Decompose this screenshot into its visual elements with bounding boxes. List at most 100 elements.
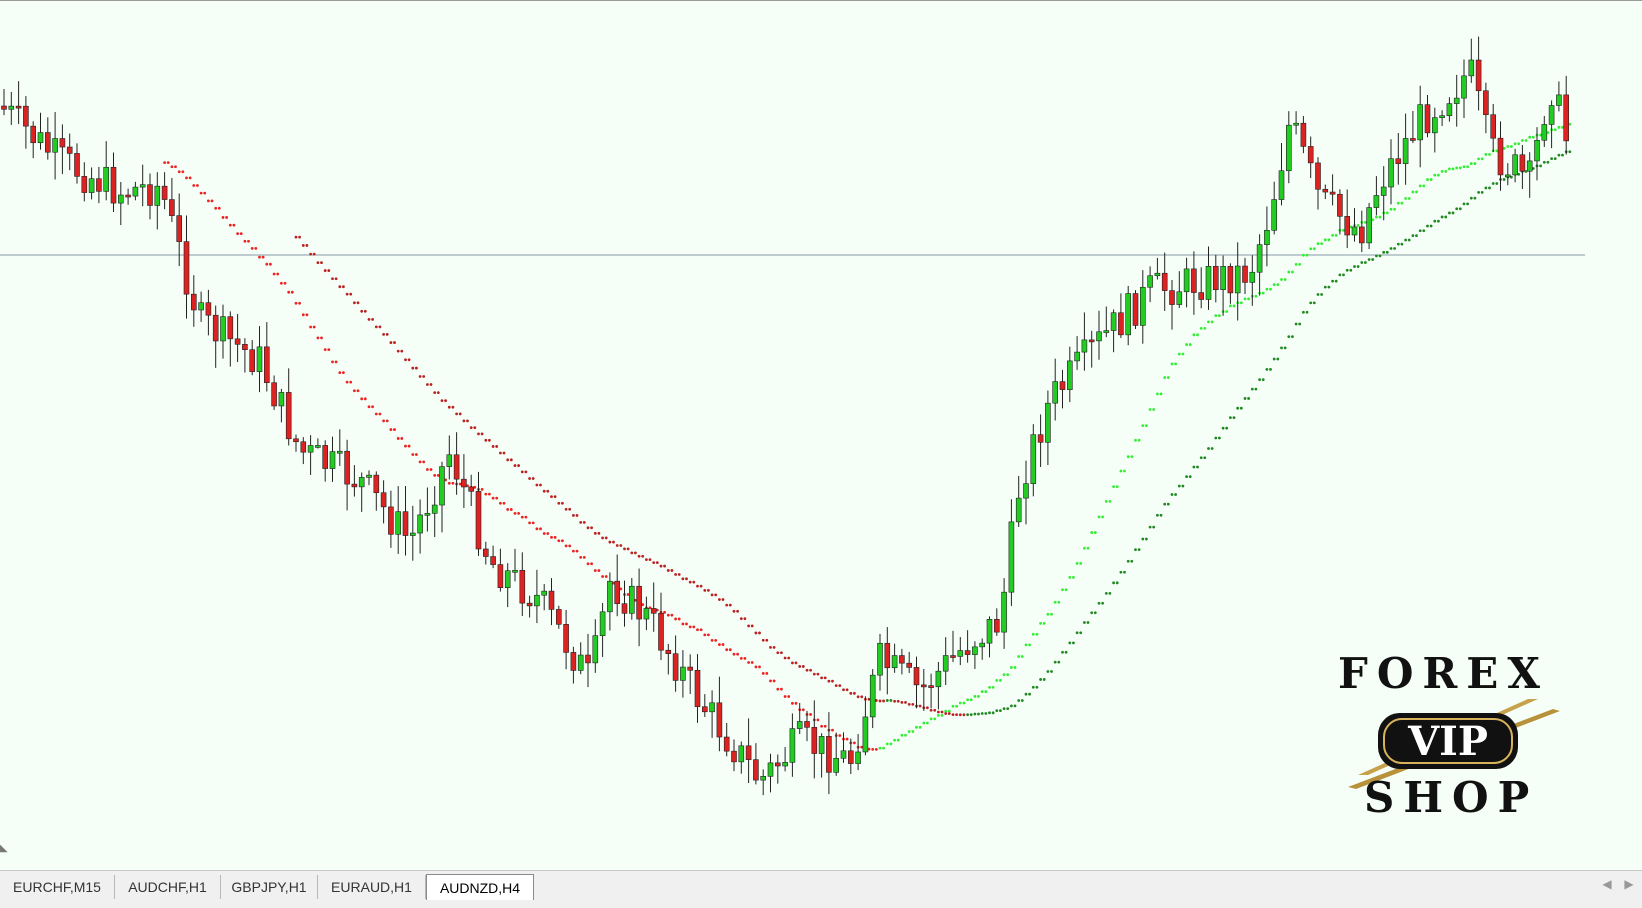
slow-ma-dot [561, 501, 564, 505]
slow-ma-dot [1557, 153, 1561, 157]
fast-ma-dot [192, 184, 196, 187]
fast-ma-dot [984, 690, 988, 693]
fast-ma-dot [619, 587, 623, 591]
candle [767, 762, 774, 777]
slow-ma-dot [842, 688, 845, 692]
fast-ma-dot [1371, 218, 1375, 222]
tab-eurchf-m15[interactable]: EURCHF,M15 [0, 875, 115, 899]
slow-ma-dot [1378, 254, 1382, 258]
fast-ma-dot [1196, 333, 1199, 337]
fast-ma-dot [1418, 184, 1422, 188]
fast-ma-dot [860, 745, 864, 749]
candle [1052, 381, 1058, 404]
candle [88, 178, 95, 193]
slow-ma-dot [426, 383, 429, 386]
slow-ma-dot [564, 507, 568, 511]
slow-ma-dot [1524, 170, 1528, 173]
candle [621, 603, 628, 614]
chart-area[interactable]: ◣ FOREX VIP SHOP [0, 0, 1642, 870]
candle [1213, 266, 1219, 291]
fast-ma-dot [418, 460, 422, 464]
fast-ma-dot [1170, 362, 1174, 366]
slow-ma-dot [553, 495, 557, 499]
slow-ma-dot [1542, 160, 1546, 164]
fast-ma-dot [177, 170, 181, 174]
slow-ma-dot [1382, 250, 1386, 254]
triangle-left-icon[interactable]: ◀ [1602, 877, 1612, 891]
candle [125, 194, 131, 198]
fast-ma-dot [579, 556, 583, 559]
candle [804, 721, 810, 728]
slow-ma-dot [710, 593, 714, 597]
slow-ma-dot [320, 261, 323, 264]
slow-ma-dot [958, 713, 962, 717]
candle [1045, 402, 1051, 443]
tab-audchf-h1[interactable]: AUDCHF,H1 [115, 875, 221, 899]
tab-euraud-h1[interactable]: EURAUD,H1 [318, 875, 426, 899]
slow-ma-dot [860, 695, 864, 699]
candle [906, 662, 913, 668]
slow-ma-dot [1539, 164, 1542, 168]
slow-ma-dot [1269, 368, 1272, 371]
candle [833, 757, 840, 773]
fast-ma-dot [568, 544, 572, 548]
candle [263, 346, 270, 384]
tab-gbpjpy-h1[interactable]: GBPJPY,H1 [221, 875, 318, 899]
candle [336, 450, 343, 454]
fast-ma-dot [1272, 283, 1276, 287]
fast-ma-dot [991, 685, 995, 689]
slow-ma-dot [579, 520, 583, 524]
fast-ma-dot [937, 714, 940, 717]
candle [1198, 292, 1204, 300]
candle [147, 184, 153, 206]
fast-ma-dot [1188, 343, 1192, 346]
slow-ma-dot [1418, 229, 1422, 233]
fast-ma-dot [1203, 326, 1207, 330]
fast-ma-dot [228, 223, 232, 227]
slow-ma-dot [1050, 670, 1053, 673]
fast-ma-dot [582, 556, 586, 559]
fast-ma-dot [1393, 207, 1396, 211]
fast-ma-dot [1013, 666, 1017, 669]
slow-ma-dot [1393, 247, 1396, 250]
fast-ma-dot [207, 199, 210, 203]
fast-ma-dot [349, 380, 353, 384]
slow-ma-dot [363, 309, 367, 313]
fast-ma-dot [1232, 304, 1236, 308]
slow-ma-dot [893, 699, 896, 703]
slow-ma-dot [867, 697, 871, 701]
candle [672, 653, 679, 681]
candle [1351, 226, 1358, 236]
slow-ma-dot [1141, 537, 1145, 541]
candle [1037, 434, 1044, 443]
slow-ma-dot [1298, 322, 1302, 326]
fast-ma-dot [1254, 294, 1258, 298]
fast-ma-dot [239, 232, 243, 235]
fast-ma-dot [309, 325, 312, 329]
tab-audnzd-h4[interactable]: AUDNZD,H4 [426, 874, 534, 900]
slow-ma-dot [1093, 611, 1097, 615]
fast-ma-dot [1316, 242, 1320, 246]
fast-ma-dot [214, 206, 218, 210]
candle [482, 548, 489, 557]
slow-ma-dot [418, 375, 422, 378]
slow-ma-dot [572, 514, 575, 517]
slow-ma-dot [754, 631, 758, 635]
candle [1563, 94, 1569, 142]
candlestick-chart[interactable] [0, 1, 1642, 871]
triangle-right-icon[interactable]: ▶ [1624, 877, 1634, 891]
fast-ma-dot [754, 665, 758, 669]
slow-ma-dot [1104, 591, 1108, 595]
slow-ma-dot [947, 712, 951, 715]
fast-ma-dot [1553, 128, 1557, 132]
fast-ma-dot [878, 746, 882, 750]
fast-ma-dot [1053, 600, 1057, 604]
slow-ma-dot [1119, 570, 1123, 574]
fast-ma-dot [896, 738, 900, 742]
slow-ma-dot [882, 699, 885, 703]
fast-ma-dot [655, 608, 659, 612]
slow-ma-dot [951, 713, 955, 716]
slow-ma-dot [1491, 182, 1495, 185]
candle [1169, 290, 1175, 305]
slow-ma-dot [1108, 591, 1112, 595]
